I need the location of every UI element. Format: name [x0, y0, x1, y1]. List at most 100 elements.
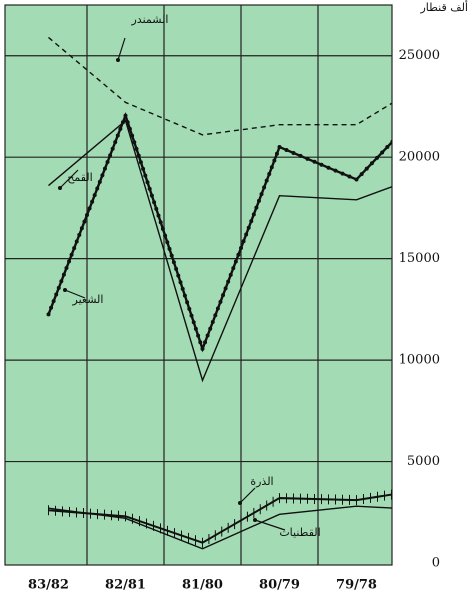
line-dot — [180, 286, 185, 291]
line-dot — [364, 166, 369, 171]
line-dot — [154, 206, 159, 211]
line-dot — [115, 133, 120, 138]
series-line — [48, 119, 392, 383]
line-dot — [160, 226, 165, 231]
line-dot — [406, 123, 410, 127]
line-dot — [69, 252, 74, 257]
line-dot — [226, 279, 231, 284]
label-arrow — [239, 487, 256, 504]
line-dot — [85, 213, 89, 218]
series-line — [48, 36, 392, 136]
line-dot — [210, 320, 215, 325]
line-dot — [138, 160, 143, 165]
line-dot — [213, 313, 218, 318]
line-dot — [259, 192, 264, 197]
line-dot — [369, 161, 374, 166]
line-dot — [130, 133, 135, 138]
line-dot — [102, 166, 107, 171]
line-dot — [82, 219, 87, 224]
line-dot — [319, 162, 324, 167]
line-dot — [143, 173, 148, 178]
line-dot — [174, 266, 179, 271]
line-dot — [196, 333, 201, 338]
line-dot — [187, 306, 192, 311]
line-dot — [284, 147, 289, 152]
line-dot — [134, 146, 139, 151]
arrow-head — [116, 58, 120, 62]
line-dot — [401, 129, 405, 133]
line-dot — [113, 140, 118, 145]
line-dot — [165, 240, 170, 245]
line-dot — [132, 140, 137, 145]
line-dot — [77, 232, 82, 237]
line-dot — [223, 286, 228, 291]
arrow-head — [58, 186, 62, 190]
line-dot — [118, 126, 123, 131]
y-tick-label: 5000 — [407, 454, 440, 469]
series-label: الشمندر — [131, 13, 169, 26]
line-dot — [56, 285, 61, 290]
line-dot — [145, 180, 150, 185]
line-dot — [59, 279, 64, 284]
line-dot — [396, 134, 400, 138]
line-dot — [136, 153, 141, 158]
line-dot — [105, 159, 110, 164]
line-dot — [380, 150, 385, 155]
line-dot — [167, 246, 172, 251]
y-tick-label: 15000 — [399, 251, 440, 266]
line-dot — [239, 245, 243, 250]
plot-border — [4, 4, 393, 566]
line-dot — [198, 340, 203, 345]
line-dot — [228, 272, 233, 277]
line-dot — [182, 293, 187, 298]
y-tick-label: 10000 — [399, 353, 440, 368]
line-dot — [100, 173, 105, 178]
series-label: الذرة — [250, 475, 273, 488]
line-dot — [375, 155, 380, 160]
line-dot — [72, 246, 77, 251]
series-line — [48, 505, 392, 550]
line-dot — [426, 102, 430, 106]
x-tick-label: 83/82 — [28, 578, 69, 593]
line-dot — [218, 299, 223, 304]
line-dot — [79, 226, 84, 231]
line-dot — [90, 199, 95, 204]
line-dot — [74, 239, 79, 244]
line-dot — [269, 165, 274, 170]
line-dot — [421, 107, 425, 111]
label-arrow — [117, 37, 126, 61]
arrow-head — [63, 288, 67, 292]
lines — [46, 36, 430, 550]
line-dot — [92, 193, 97, 198]
line-dot — [205, 333, 210, 338]
line-dot — [51, 299, 56, 304]
x-tick-label: 82/81 — [105, 578, 146, 593]
line-dot — [158, 220, 163, 225]
line-dot — [340, 171, 345, 176]
line-dot — [95, 186, 100, 191]
line-dot — [264, 178, 269, 183]
line-dot — [152, 200, 157, 205]
line-dot — [169, 253, 174, 258]
line-dot — [241, 239, 246, 244]
line-dot — [208, 326, 213, 331]
line-dot — [215, 306, 220, 311]
line-dot — [54, 292, 59, 297]
line-dot — [123, 113, 128, 118]
label-arrow — [254, 519, 286, 531]
y-axis-label: ألف قنطار — [419, 0, 468, 14]
line-dot — [49, 305, 54, 310]
line-dot — [272, 158, 277, 163]
line-dot — [305, 156, 310, 161]
line-dot — [141, 166, 146, 171]
line-dot — [110, 146, 115, 151]
line-dot — [354, 177, 359, 182]
line-dot — [254, 205, 259, 210]
line-dot — [185, 300, 190, 305]
line-dot — [251, 212, 256, 217]
line-dot — [163, 233, 168, 238]
label-arrow — [64, 289, 86, 299]
line-dot — [291, 150, 296, 155]
plot-area — [5, 5, 392, 565]
